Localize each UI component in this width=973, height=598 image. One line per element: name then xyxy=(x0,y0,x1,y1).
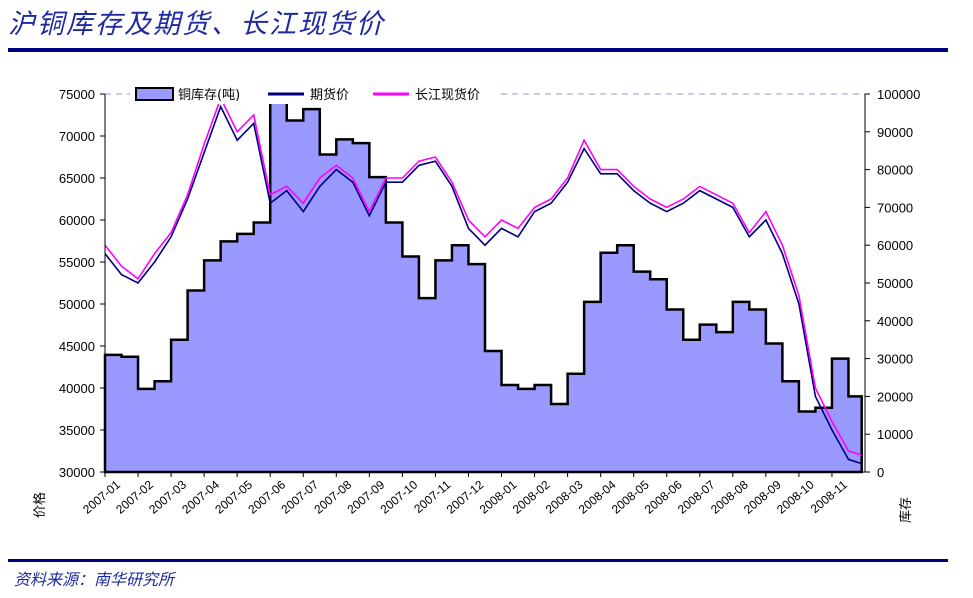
right-axis-ticks: 0 10000 20000 30000 40000 50000 60000 70000 8000… xyxy=(865,87,920,480)
right-tick-label: 100000 xyxy=(877,87,920,102)
right-tick-label: 70000 xyxy=(877,200,913,215)
right-tick-label: 80000 xyxy=(877,163,913,178)
futures-price-line xyxy=(104,104,862,465)
x-tick-label: 2008-11 xyxy=(808,477,850,516)
spot-price-line xyxy=(104,96,862,456)
left-tick-label: 70000 xyxy=(59,129,95,144)
source-note: 资料来源：南华研究所 xyxy=(14,570,175,589)
right-tick-label: 50000 xyxy=(877,276,913,291)
right-tick-label: 60000 xyxy=(877,238,913,253)
right-tick-label: 90000 xyxy=(877,125,913,140)
footer-rule xyxy=(8,559,948,562)
right-tick-label: 20000 xyxy=(877,389,913,404)
left-tick-label: 60000 xyxy=(59,213,95,228)
right-tick-label: 0 xyxy=(877,465,884,480)
title-rule xyxy=(8,48,948,52)
x-tick-label: 2008-10 xyxy=(774,477,817,516)
left-tick-label: 55000 xyxy=(59,255,95,270)
page-title: 沪铜库存及期货、长江现货价 xyxy=(8,9,385,40)
x-axis-ticks: 2007-012007-022007-032007-042007-052007-… xyxy=(80,472,850,517)
x-tick-label: 2007-10 xyxy=(378,477,421,516)
plot-area xyxy=(103,92,866,474)
right-tick-label: 10000 xyxy=(877,427,913,442)
inventory-area xyxy=(103,92,863,474)
legend-label-spot: 长江现货价 xyxy=(415,87,480,103)
left-tick-label: 45000 xyxy=(59,339,95,354)
legend-label-inventory: 铜库存(吨) xyxy=(178,87,240,103)
right-tick-label: 40000 xyxy=(877,314,913,329)
left-tick-label: 30000 xyxy=(59,465,95,480)
left-tick-label: 35000 xyxy=(59,423,95,438)
left-axis-label: 价格 xyxy=(32,492,48,518)
left-axis-ticks: 30000 35000 40000 45000 50000 55000 60000 65000… xyxy=(59,87,105,480)
right-tick-label: 30000 xyxy=(877,352,913,367)
left-tick-label: 50000 xyxy=(59,297,95,312)
legend-label-futures: 期货价 xyxy=(310,87,349,103)
chart-legend: 铜库存(吨) 期货价 长江现货价 xyxy=(130,84,500,104)
left-tick-label: 65000 xyxy=(59,171,95,186)
left-tick-label: 40000 xyxy=(59,381,95,396)
right-axis-label: 库存 xyxy=(898,497,914,523)
left-tick-label: 75000 xyxy=(59,87,95,102)
legend-swatch-inventory xyxy=(135,87,174,101)
